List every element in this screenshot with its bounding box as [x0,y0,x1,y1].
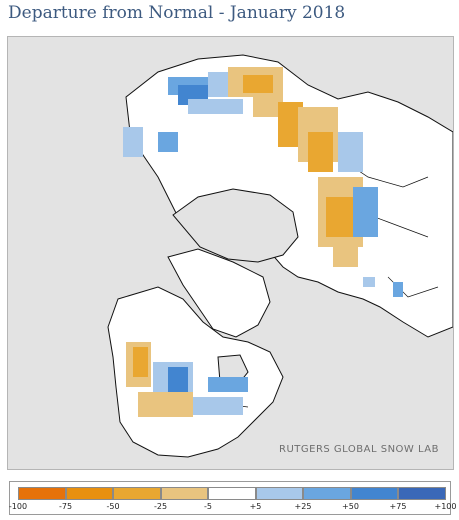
legend-tick-label: -5 [204,502,212,511]
land-greenland [167,248,271,338]
legend: -100 -75 -50 -25 -5 +5 +25 +50 +75 +100 [8,481,456,515]
snow-departure-map: RUTGERS GLOBAL SNOW LAB [7,36,454,470]
legend-swatch [160,487,208,500]
legend-swatch [255,487,303,500]
borders [157,146,439,408]
legend-swatch [113,487,161,500]
legend-swatch [208,487,256,500]
legend-tick-label: -25 [153,502,168,511]
legend-swatch [398,487,446,500]
legend-swatch [303,487,351,500]
legend-tick-label: -100 [8,502,28,511]
departure-cells [123,67,403,417]
legend-swatch [65,487,113,500]
legend-tick-label: +100 [434,502,457,511]
polar-map-svg [107,54,453,458]
legend-tick-label: -75 [58,502,73,511]
credit-label: RUTGERS GLOBAL SNOW LAB [279,444,439,455]
legend-swatch [350,487,398,500]
legend-tick-label: +50 [342,502,359,511]
legend-tick-label: +75 [389,502,407,511]
legend-swatch [18,487,66,500]
map-title: Departure from Normal - January 2018 [8,3,346,23]
legend-tick-label: +5 [249,502,262,511]
legend-tick-label: +25 [294,502,312,511]
arctic-ocean [172,188,299,263]
legend-tick-label: -50 [106,502,120,511]
